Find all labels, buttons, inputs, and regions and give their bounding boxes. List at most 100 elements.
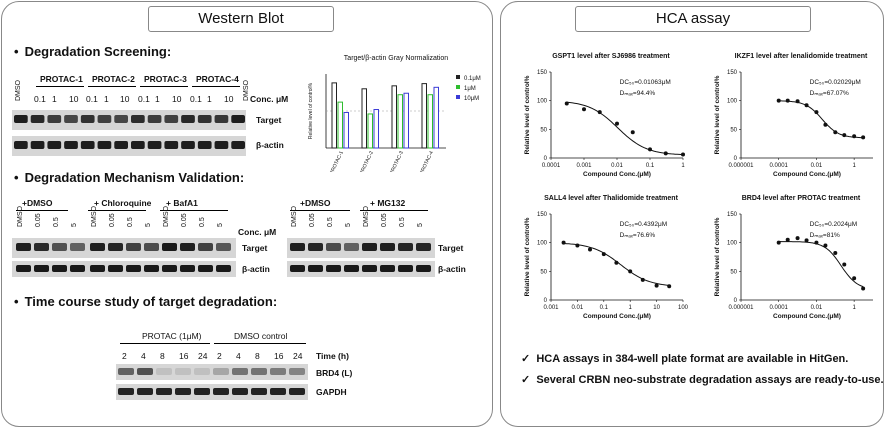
hca-curve-charts: GSPT1 level after SJ6986 treatment050100… <box>524 53 873 320</box>
minibar-legend-swatch <box>456 75 460 79</box>
bullet-dot: • <box>14 294 19 309</box>
mechanism-actin-band <box>144 265 159 272</box>
hca-data-point <box>628 269 633 274</box>
timecourse-gapdh-band <box>156 388 172 395</box>
hca-dmax-annotation: Dₘₐₓ=67.07% <box>810 90 849 97</box>
hca-y-tick-label: 150 <box>727 70 738 76</box>
hca-x-tick-label: 0.1 <box>600 305 609 311</box>
timecourse-time-label: Time (h) <box>316 351 349 361</box>
hca-x-tick-label: 0.000001 <box>728 163 754 169</box>
screening-group-line <box>36 86 84 87</box>
hca-y-tick-label: 150 <box>537 212 548 218</box>
screening-group-label: PROTAC-4 <box>196 74 239 84</box>
timecourse-gapdh-band <box>289 388 305 395</box>
screening-lane-label: 0.1 <box>138 94 150 104</box>
screening-heading: • Degradation Screening: <box>14 44 171 59</box>
minibar-title: Target/β-actin Gray Normalization <box>344 55 449 62</box>
mechanism-actin-band <box>308 265 323 272</box>
timecourse-brd4-band <box>232 368 248 375</box>
hca-y-tick-label: 50 <box>540 127 547 133</box>
mechanism-heading-text: Degradation Mechanism Validation: <box>24 170 245 185</box>
screening-target-band <box>47 115 62 123</box>
hca-data-point <box>640 277 645 282</box>
mechanism-target-band <box>144 243 159 251</box>
hca-data-point <box>575 243 580 248</box>
minibar-bar <box>337 101 343 149</box>
hca-x-tick-label: 0.001 <box>543 305 559 311</box>
hca-data-point <box>667 284 672 289</box>
screening-actin-band <box>114 141 128 149</box>
screening-actin-band <box>181 141 195 149</box>
screening-actin-band <box>231 141 245 149</box>
hca-y-tick-label: 0 <box>734 298 738 304</box>
minibar-bar <box>331 82 337 149</box>
screening-actin-band <box>214 141 229 149</box>
mechanism-lane-label: 0.05 <box>35 213 42 227</box>
mechanism-actin-band <box>344 265 359 272</box>
mechanism-lane-label: 5 <box>417 223 424 227</box>
screening-target-band <box>30 115 45 123</box>
screening-lane-label: 1 <box>104 94 109 104</box>
hca-x-tick-label: 1 <box>852 305 856 311</box>
timecourse-bands <box>118 368 305 395</box>
mechanism-target-band <box>162 243 177 251</box>
timecourse-gapdh-band <box>137 388 153 395</box>
hca-x-tick-label: 0.01 <box>811 163 823 169</box>
mechanism-target-band <box>416 243 431 251</box>
hca-data-point <box>795 236 800 241</box>
bullet-dot: • <box>14 44 19 59</box>
mechanism-group-line <box>88 210 146 211</box>
screening-target-band <box>214 115 229 123</box>
mechanism-target-band <box>180 243 195 251</box>
hca-xlabel: Compound Conc.(μM) <box>773 171 841 178</box>
hca-data-point <box>615 121 619 126</box>
hca-y-tick-label: 100 <box>727 241 738 247</box>
mechanism-lane-label: 0.05 <box>109 213 116 227</box>
mechanism-group-label: + MG132 <box>370 198 406 208</box>
timecourse-time-label-value: 4 <box>141 351 146 361</box>
hca-y-tick-label: 50 <box>540 269 547 275</box>
screening-lane-label: DMSO <box>243 80 250 101</box>
timecourse-gapdh-band <box>270 388 286 395</box>
check-icon: ✓ <box>521 353 531 365</box>
hca-ylabel: Relative level of control% <box>714 217 721 296</box>
hca-data-point <box>561 240 566 245</box>
mechanism-target-band <box>362 243 377 251</box>
mechanism-actin-band <box>398 265 413 272</box>
screening-group-line <box>140 86 188 87</box>
mechanism-left-target-blot <box>12 238 236 258</box>
mechanism-lane-label: DMSO <box>163 206 170 227</box>
mechanism-group-label: +DMSO <box>22 198 53 208</box>
screening-lane-label: 0.1 <box>190 94 202 104</box>
mechanism-group-label: +DMSO <box>300 198 331 208</box>
hca-dc50-annotation: DC₅₀=0.4392μM <box>620 221 668 228</box>
screening-lane-label: 1 <box>155 94 160 104</box>
mechanism-right-actin-label: β-actin <box>438 264 466 274</box>
mechanism-actin-band <box>216 265 231 272</box>
hca-data-point <box>823 243 828 248</box>
minibar-legend-swatch <box>456 85 460 89</box>
hca-fit-curve <box>778 100 864 139</box>
screening-target-band <box>64 115 78 123</box>
mechanism-actin-band <box>16 265 31 272</box>
mechanism-lane-label: DMSO <box>291 206 298 227</box>
timecourse-gapdh-band <box>232 388 248 395</box>
screening-actin-band <box>147 141 162 149</box>
hca-title: HCA assay <box>575 6 811 32</box>
screening-heading-text: Degradation Screening: <box>24 44 172 59</box>
hca-x-tick-label: 0.01 <box>572 305 584 311</box>
hca-y-tick-label: 50 <box>730 127 737 133</box>
hca-data-point <box>582 107 586 112</box>
hca-dc50-annotation: DC₅₀=0.2024μM <box>810 221 858 228</box>
hca-ylabel: Relative level of control% <box>714 75 721 154</box>
minibar-category-label: PROTAC-4 <box>419 150 435 172</box>
hca-x-tick-label: 1 <box>852 163 856 169</box>
mechanism-left-target-label: Target <box>242 243 268 253</box>
hca-x-tick-label: 0.1 <box>646 163 655 169</box>
screening-actin-band <box>14 141 28 149</box>
timecourse-brd4-band <box>156 368 172 375</box>
screening-target-band <box>181 115 195 123</box>
screening-lane-label: 0.1 <box>86 94 98 104</box>
hca-bullet-2-text: Several CRBN neo-substrate degradation a… <box>536 374 884 386</box>
timecourse-time-label-value: 8 <box>160 351 165 361</box>
